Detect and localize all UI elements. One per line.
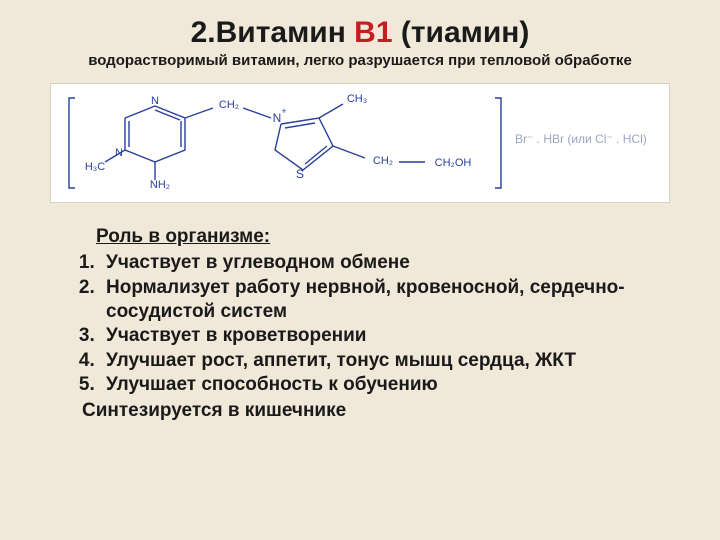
svg-text:CH₂: CH₂ — [373, 155, 393, 167]
structure-svg: N N H₃C NH₂ CH₂ N + S — [65, 88, 665, 198]
title-prefix: 2.Витамин — [191, 16, 355, 49]
svg-text:Br⁻ . HBr (или Cl⁻ . HCl): Br⁻ . HBr (или Cl⁻ . HCl) — [515, 132, 647, 146]
svg-text:S: S — [296, 167, 304, 181]
slide-title: 2.Витамин В1 (тиамин) — [0, 0, 720, 50]
list-item: Улучшает рост, аппетит, тонус мышц сердц… — [100, 349, 650, 373]
role-list: Участвует в углеводном обмене Нормализуе… — [92, 251, 650, 397]
svg-text:N: N — [151, 95, 159, 107]
svg-text:NH₂: NH₂ — [150, 179, 170, 191]
svg-text:CH₃: CH₃ — [347, 93, 367, 105]
synth-line: Синтезируется в кишечнике — [82, 399, 650, 423]
list-item: Участвует в углеводном обмене — [100, 251, 650, 275]
svg-text:H₃C: H₃C — [85, 161, 105, 173]
list-item: Участвует в кроветворении — [100, 324, 650, 348]
svg-text:N: N — [273, 111, 282, 125]
svg-text:+: + — [281, 106, 286, 116]
svg-text:CH₂: CH₂ — [219, 99, 239, 111]
title-accent: В1 — [354, 16, 392, 49]
title-suffix: (тиамин) — [393, 16, 530, 49]
body-section: Роль в организме: Участвует в углеводном… — [92, 225, 650, 424]
svg-text:CH₂OH: CH₂OH — [435, 157, 472, 169]
slide-subtitle: водорастворимый витамин, легко разрушает… — [0, 52, 720, 69]
list-item: Улучшает способность к обучению — [100, 373, 650, 397]
list-item: Нормализует работу нервной, кровеносной,… — [100, 276, 650, 325]
role-heading: Роль в организме: — [96, 225, 650, 249]
chemical-structure: N N H₃C NH₂ CH₂ N + S — [50, 83, 670, 203]
slide: 2.Витамин В1 (тиамин) водорастворимый ви… — [0, 0, 720, 540]
